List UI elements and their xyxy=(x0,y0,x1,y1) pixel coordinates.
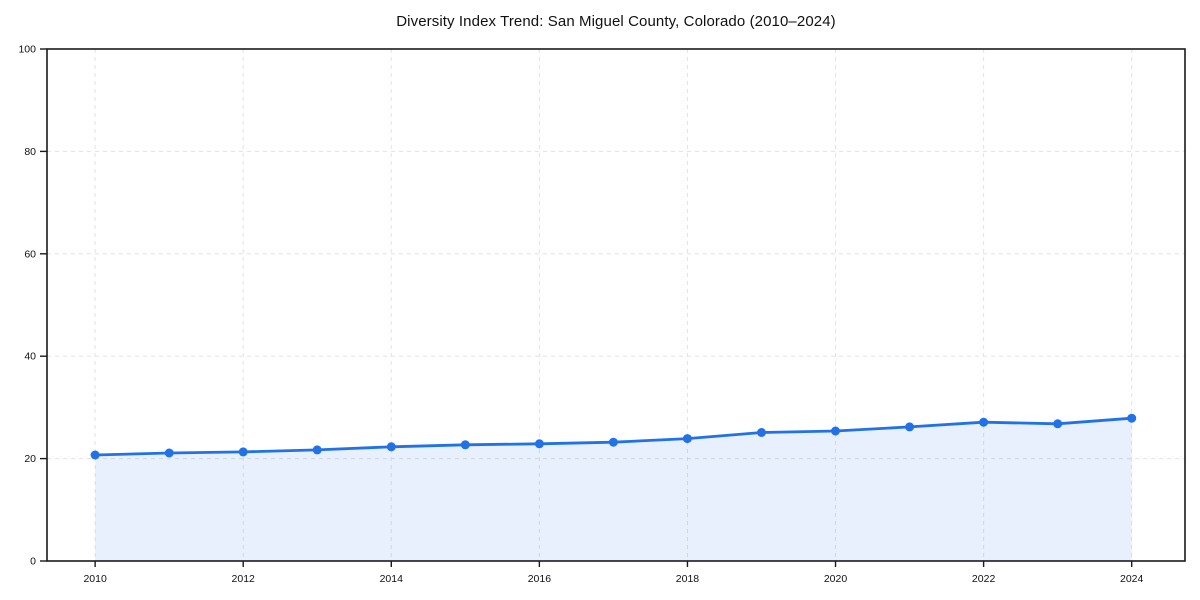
data-point xyxy=(534,439,544,449)
y-tick-label: 20 xyxy=(24,453,36,465)
data-point xyxy=(90,450,100,460)
x-tick-label: 2024 xyxy=(1120,573,1144,585)
x-tick-label: 2020 xyxy=(824,573,848,585)
y-tick-label: 100 xyxy=(18,44,36,56)
y-tick-label: 80 xyxy=(24,146,36,158)
data-point xyxy=(608,437,618,447)
data-point xyxy=(312,445,322,455)
area-fill xyxy=(95,418,1132,561)
data-point xyxy=(682,434,692,444)
data-point xyxy=(238,447,248,457)
data-point xyxy=(460,440,470,450)
data-point xyxy=(757,428,766,437)
y-tick-label: 40 xyxy=(24,351,36,363)
x-tick-label: 2018 xyxy=(676,573,700,585)
x-tick-label: 2016 xyxy=(528,573,552,585)
plot-border xyxy=(46,48,1186,562)
data-point xyxy=(979,417,989,427)
data-point xyxy=(1127,413,1137,423)
data-point xyxy=(1053,419,1063,429)
x-tick-label: 2014 xyxy=(380,573,404,585)
x-tick-label: 2010 xyxy=(83,573,107,585)
data-point xyxy=(831,426,840,436)
x-tick-label: 2022 xyxy=(972,573,996,585)
chart-title: Diversity Index Trend: San Miguel County… xyxy=(396,13,836,30)
y-tick-label: 60 xyxy=(24,248,36,260)
data-point xyxy=(905,422,915,432)
y-tick-label: 0 xyxy=(30,556,36,568)
x-tick-label: 2012 xyxy=(232,573,256,585)
data-point xyxy=(386,442,396,452)
data-point xyxy=(164,448,174,458)
